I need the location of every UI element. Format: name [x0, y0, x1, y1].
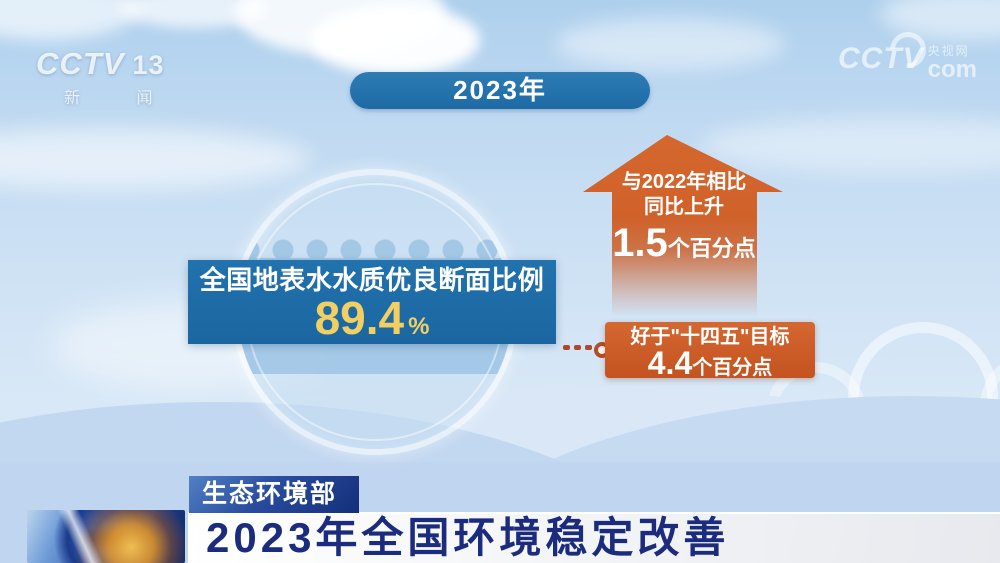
cctv13-subtitle: 新 闻	[64, 90, 179, 107]
cloud-shape	[310, 5, 480, 75]
headline-bar: 2023年全国环境稳定改善	[188, 512, 1000, 563]
year-badge: 2023年	[350, 72, 650, 109]
cctv13-wordmark: CCTV	[36, 46, 125, 81]
yoy-annotation: 与2022年相比 同比上升 1.5个百分点	[608, 170, 760, 273]
yoy-line1: 与2022年相比	[621, 171, 747, 193]
target-value: 4.4个百分点	[605, 347, 815, 383]
main-stat-value: 89.4%	[188, 295, 556, 352]
target-line1: 好于"十四五"目标	[630, 326, 790, 348]
yoy-value: 1.5个百分点	[608, 222, 760, 273]
main-stat-unit: %	[408, 313, 430, 340]
headline-text: 2023年全国环境稳定改善	[206, 514, 730, 561]
cctv13-channel-number: 13	[132, 50, 165, 80]
main-stat-number: 89.4	[314, 292, 405, 344]
cloud-shape	[555, 18, 785, 70]
target-number: 4.4	[647, 345, 693, 381]
cctv13-logo: CCTV 13 新 闻	[36, 46, 178, 108]
main-stat-box: 全国地表水水质优良断面比例 89.4%	[188, 260, 556, 344]
cctv-globe-ident-image	[27, 510, 185, 563]
cctv-com-wordmark: CCTV	[838, 42, 924, 75]
connector-dashes	[563, 345, 592, 350]
yoy-line2: 同比上升	[644, 196, 724, 218]
main-stat-title: 全国地表水水质优良断面比例	[199, 265, 545, 295]
target-suffix: 个百分点	[692, 357, 773, 379]
cctv-com-site-name: 央视网	[927, 44, 970, 58]
cctv-com-watermark: CCTV 央视网 com	[838, 24, 978, 83]
cloud-band	[0, 128, 310, 190]
yoy-suffix: 个百分点	[667, 236, 756, 261]
cloud-shape	[0, 0, 140, 40]
yoy-number: 1.5	[612, 221, 668, 265]
cctv-com-domain: com	[927, 56, 978, 83]
target-stat-box: 好于"十四五"目标 4.4个百分点	[605, 322, 815, 379]
source-tag: 生态环境部	[189, 476, 359, 513]
cloud-band	[700, 118, 1000, 173]
